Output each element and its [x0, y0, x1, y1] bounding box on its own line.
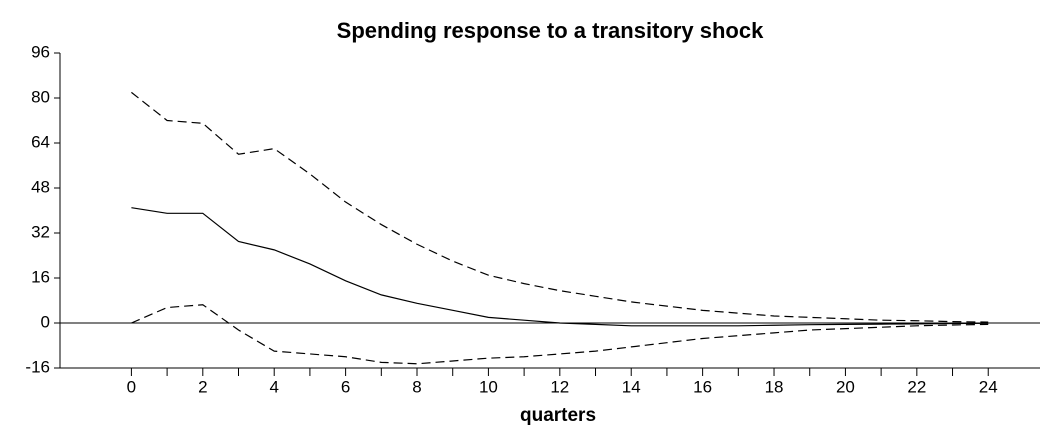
- chart-title: Spending response to a transitory shock: [337, 18, 764, 43]
- y-tick-label: 32: [31, 222, 50, 241]
- y-tick-label: 64: [31, 132, 50, 151]
- y-tick-label: -16: [25, 357, 50, 376]
- series-line: [131, 207, 989, 327]
- x-tick-label: 6: [341, 377, 350, 396]
- x-tick-label: 24: [979, 377, 998, 396]
- x-tick-label: 18: [765, 377, 784, 396]
- x-tick-label: 16: [693, 377, 712, 396]
- x-tick-label: 22: [907, 377, 926, 396]
- x-tick-label: 12: [550, 377, 569, 396]
- y-tick-label: 96: [31, 42, 50, 61]
- series-line: [131, 304, 989, 365]
- y-tick-label: 0: [41, 312, 50, 331]
- x-tick-label: 10: [479, 377, 498, 396]
- x-axis-label: quarters: [520, 405, 596, 426]
- y-tick-label: 80: [31, 87, 50, 106]
- y-tick-label: 16: [31, 267, 50, 286]
- x-tick-label: 14: [622, 377, 641, 396]
- x-tick-label: 0: [127, 377, 136, 396]
- y-tick-label: 48: [31, 177, 50, 196]
- x-tick-label: 2: [198, 377, 207, 396]
- x-tick-label: 20: [836, 377, 855, 396]
- x-tick-label: 8: [412, 377, 421, 396]
- x-tick-label: 4: [269, 377, 278, 396]
- series-line: [131, 91, 989, 323]
